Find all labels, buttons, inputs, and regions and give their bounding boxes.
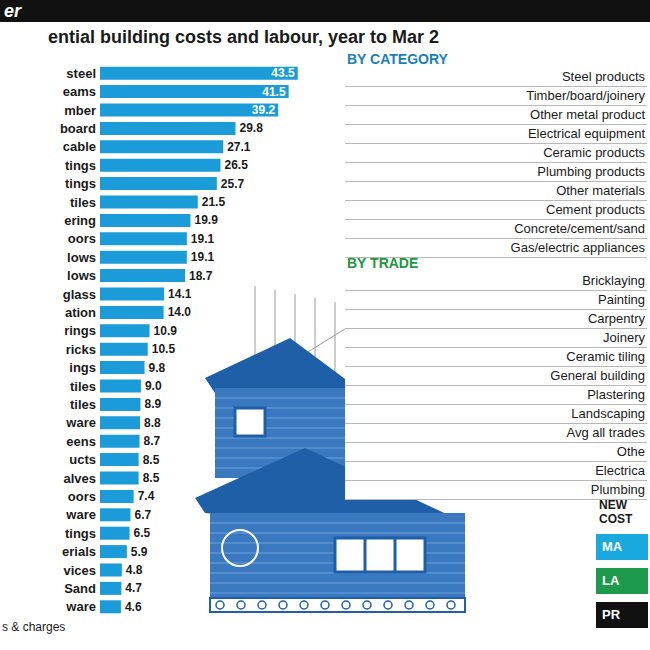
svg-text:eams: eams [63, 84, 96, 99]
html-text:Electrica: Electrica [595, 463, 645, 478]
svg-text:tings: tings [65, 176, 96, 191]
svg-text:mber: mber [64, 103, 96, 118]
html-text:Carpentry: Carpentry [587, 311, 645, 326]
html-text:Other metal product: Other metal product [530, 107, 645, 122]
svg-text:Sand: Sand [64, 581, 96, 596]
html-text:Other materials: Other materials [556, 183, 645, 198]
html-text:Ceramic tiling: Ceramic tiling [566, 349, 645, 364]
svg-text:vices: vices [63, 563, 96, 578]
svg-text:19.9: 19.9 [194, 213, 218, 227]
svg-text:oors: oors [68, 231, 96, 246]
svg-text:19.1: 19.1 [191, 250, 215, 264]
svg-text:tings: tings [65, 158, 96, 173]
svg-text:ware: ware [65, 415, 96, 430]
svg-text:19.1: 19.1 [191, 232, 215, 246]
svg-text:8.9: 8.9 [144, 397, 161, 411]
svg-text:8.7: 8.7 [144, 434, 161, 448]
html-text:Othe: Othe [616, 444, 645, 459]
svg-text:4.8: 4.8 [126, 563, 143, 577]
html-text:er: er [4, 1, 21, 21]
svg-text:8.5: 8.5 [143, 471, 160, 485]
html-text:BY CATEGORY: BY CATEGORY [347, 51, 448, 67]
svg-text:27.1: 27.1 [227, 140, 251, 154]
svg-text:10.5: 10.5 [152, 342, 176, 356]
svg-text:14.0: 14.0 [168, 305, 192, 319]
html-text:Steel products: Steel products [561, 69, 645, 84]
html-text:Bricklaying: Bricklaying [582, 273, 645, 288]
svg-text:43.5: 43.5 [271, 66, 295, 80]
svg-text:4.7: 4.7 [125, 581, 142, 595]
html-text:Concrete/cement/sand: Concrete/cement/sand [514, 221, 645, 236]
svg-text:39.2: 39.2 [252, 103, 276, 117]
svg-text:tiles: tiles [70, 397, 96, 412]
svg-text:ware: ware [65, 507, 96, 522]
html-text:Ceramic products: Ceramic products [543, 145, 645, 160]
html-text:s & charges: s & charges [2, 620, 66, 634]
svg-text:tiles: tiles [70, 195, 96, 210]
svg-text:14.1: 14.1 [168, 287, 192, 301]
svg-text:ering: ering [64, 213, 96, 228]
svg-text:21.5: 21.5 [202, 195, 226, 209]
svg-text:steel: steel [66, 66, 96, 81]
svg-text:9.8: 9.8 [149, 361, 166, 375]
html-text:Timber/board/joinery: Timber/board/joinery [526, 88, 645, 103]
html-text:COST: COST [599, 512, 633, 526]
svg-text:glass: glass [63, 287, 96, 302]
svg-text:26.5: 26.5 [224, 158, 248, 172]
svg-text:8.5: 8.5 [143, 453, 160, 467]
svg-text:4.6: 4.6 [125, 600, 142, 614]
html-text:Avg all trades: Avg all trades [566, 425, 645, 440]
html-text:Plastering: Plastering [587, 387, 645, 402]
svg-text:ation: ation [65, 305, 96, 320]
svg-text:board: board [60, 121, 96, 136]
svg-text:oors: oors [68, 489, 96, 504]
svg-text:erials: erials [62, 544, 96, 559]
svg-text:lows: lows [67, 268, 96, 283]
html-text:NEW: NEW [599, 498, 627, 512]
html-text:General building: General building [550, 368, 645, 383]
html-text:BY TRADE: BY TRADE [347, 255, 419, 271]
svg-text:ware: ware [65, 599, 96, 614]
svg-text:alves: alves [63, 471, 96, 486]
html-text:Gas/electric appliances: Gas/electric appliances [510, 240, 645, 255]
svg-text:eens: eens [66, 434, 96, 449]
html-text:MA: MA [602, 539, 623, 554]
svg-text:29.8: 29.8 [239, 121, 263, 135]
svg-text:18.7: 18.7 [189, 269, 213, 283]
svg-text:6.5: 6.5 [134, 526, 151, 540]
svg-text:6.7: 6.7 [134, 508, 151, 522]
svg-text:9.0: 9.0 [145, 379, 162, 393]
html-text:Joinery: Joinery [603, 330, 645, 345]
html-text:Landscaping: Landscaping [571, 406, 645, 421]
html-text:LA: LA [602, 573, 620, 588]
html-text:Plumbing: Plumbing [590, 482, 645, 497]
svg-text:5.9: 5.9 [131, 545, 148, 559]
svg-text:lows: lows [67, 250, 96, 265]
svg-text:tings: tings [65, 526, 96, 541]
svg-text:10.9: 10.9 [154, 324, 178, 338]
svg-text:tiles: tiles [70, 379, 96, 394]
html-text:ential building costs and labo: ential building costs and labour, year t… [48, 27, 440, 47]
svg-text:41.5: 41.5 [262, 85, 286, 99]
html-text:PR: PR [602, 607, 621, 622]
html-text:Painting: Painting [598, 292, 645, 307]
svg-text:rings: rings [64, 323, 96, 338]
svg-text:ucts: ucts [69, 452, 96, 467]
svg-text:cable: cable [63, 139, 96, 154]
svg-text:7.4: 7.4 [138, 489, 155, 503]
html-text:Plumbing products: Plumbing products [537, 164, 645, 179]
svg-text:ings: ings [69, 360, 96, 375]
html-text:Cement products: Cement products [546, 202, 645, 217]
svg-text:ricks: ricks [66, 342, 96, 357]
svg-text:8.8: 8.8 [144, 416, 161, 430]
svg-text:25.7: 25.7 [221, 177, 245, 191]
html-text:Electrical equipment: Electrical equipment [527, 126, 645, 141]
